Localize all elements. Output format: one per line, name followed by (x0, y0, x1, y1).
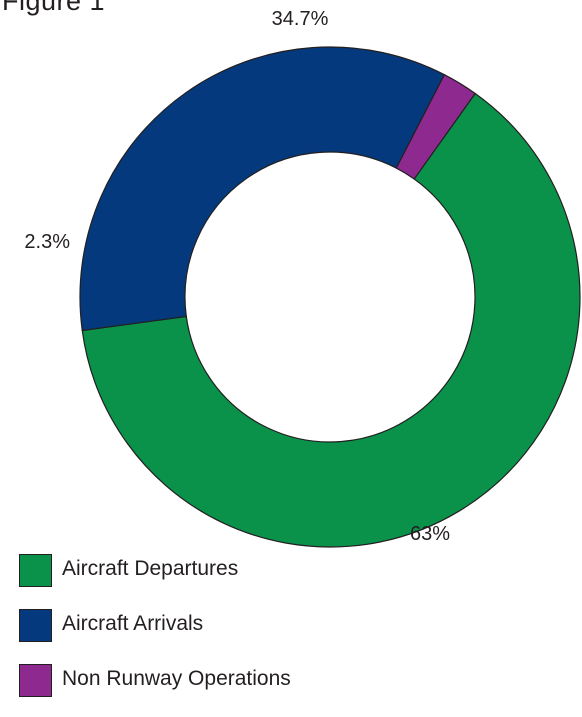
slice-label-aircraft-departures: 63% (410, 523, 450, 545)
legend-swatch (19, 664, 52, 697)
slice-label-aircraft-arrivals: 34.7% (272, 8, 329, 30)
slice-label-non-runway-operations: 2.3% (24, 231, 70, 253)
figure-title: Figure 1 (2, 0, 106, 16)
slices-group (79, 46, 581, 548)
donut-chart: 63% 34.7% 2.3% (24, 8, 581, 548)
slice-aircraft-arrivals (79, 46, 446, 332)
slice-non-runway-operations (395, 73, 477, 180)
labels-group: 63% 34.7% 2.3% (24, 8, 450, 545)
legend-label: Non Runway Operations (62, 667, 291, 690)
legend-label: Aircraft Departures (62, 557, 239, 580)
legend-swatch (19, 554, 52, 587)
slice-aircraft-departures (81, 92, 581, 548)
legend-swatch (19, 609, 52, 642)
legend-label: Aircraft Arrivals (62, 612, 204, 635)
